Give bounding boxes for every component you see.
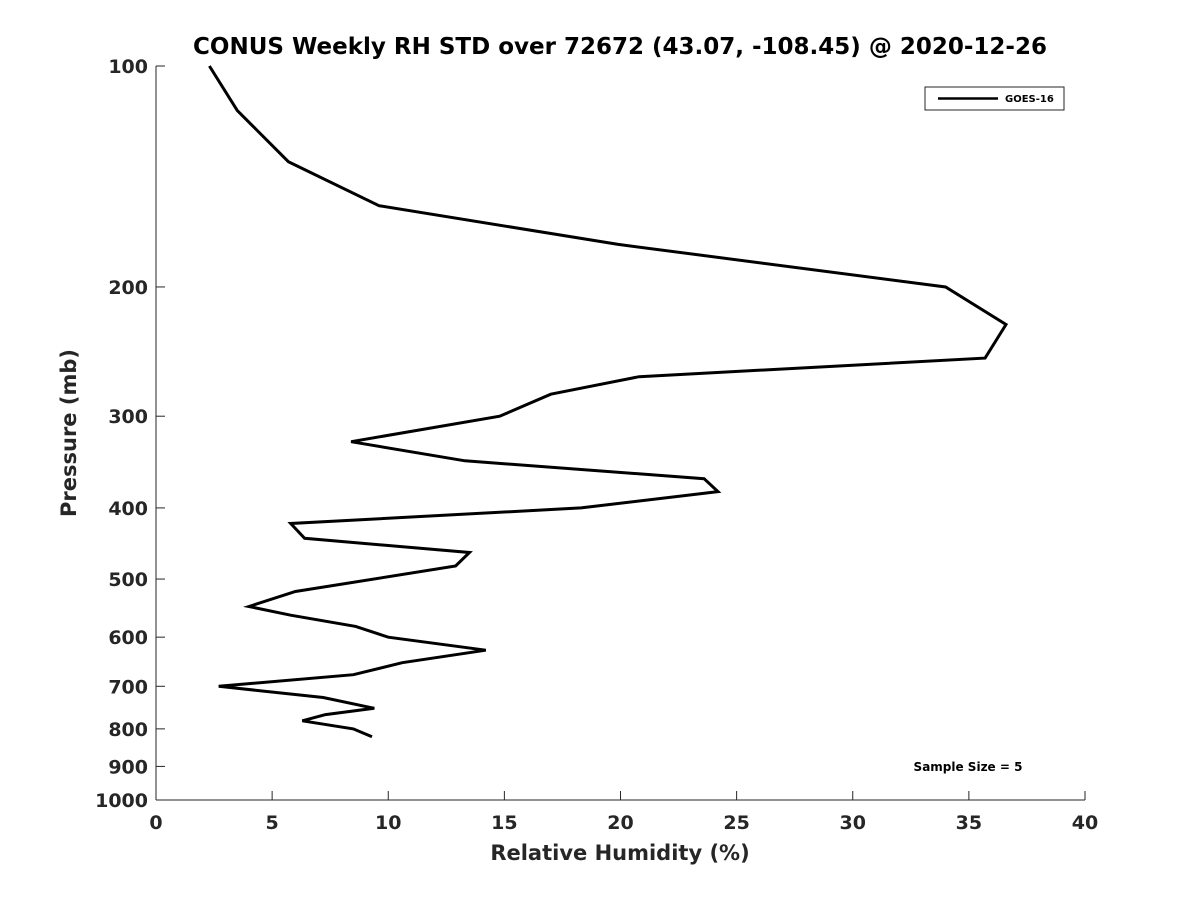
x-tick-label: 25 [723,812,749,834]
y-tick-label: 300 [108,406,148,428]
x-tick-label: 0 [149,812,162,834]
chart-title: CONUS Weekly RH STD over 72672 (43.07, -… [193,34,1047,60]
y-tick-label: 200 [108,277,148,299]
y-tick-label: 600 [108,627,148,649]
x-tick-label: 40 [1072,812,1098,834]
y-axis-ticks: 100 200 300 400 500 600 700 800 900 1000 [95,56,165,812]
x-axis-ticks: 0 5 10 15 20 25 30 35 40 [149,791,1098,834]
series-group [208,65,1009,739]
y-tick-label: 1000 [95,790,148,812]
y-tick-label: 500 [108,569,148,591]
x-tick-label: 10 [375,812,401,834]
y-tick-label: 100 [108,56,148,78]
y-axis-title: Pressure (mb) [57,349,81,517]
y-tick-label: 900 [108,756,148,778]
y-tick-label: 800 [108,719,148,741]
x-tick-label: 35 [956,812,982,834]
legend-label-goes-16: GOES-16 [1005,94,1054,105]
axes-frame [155,66,1085,801]
x-axis-title: Relative Humidity (%) [490,841,749,865]
sample-size-annotation: Sample Size = 5 [914,760,1023,774]
x-tick-label: 30 [840,812,866,834]
y-tick-label: 400 [108,498,148,520]
series-line-goes-16[interactable] [208,65,1009,739]
x-tick-label: 15 [491,812,517,834]
y-tick-label: 700 [108,676,148,698]
x-tick-label: 5 [266,812,279,834]
x-tick-label: 20 [607,812,633,834]
legend[interactable]: GOES-16 [924,86,1065,111]
